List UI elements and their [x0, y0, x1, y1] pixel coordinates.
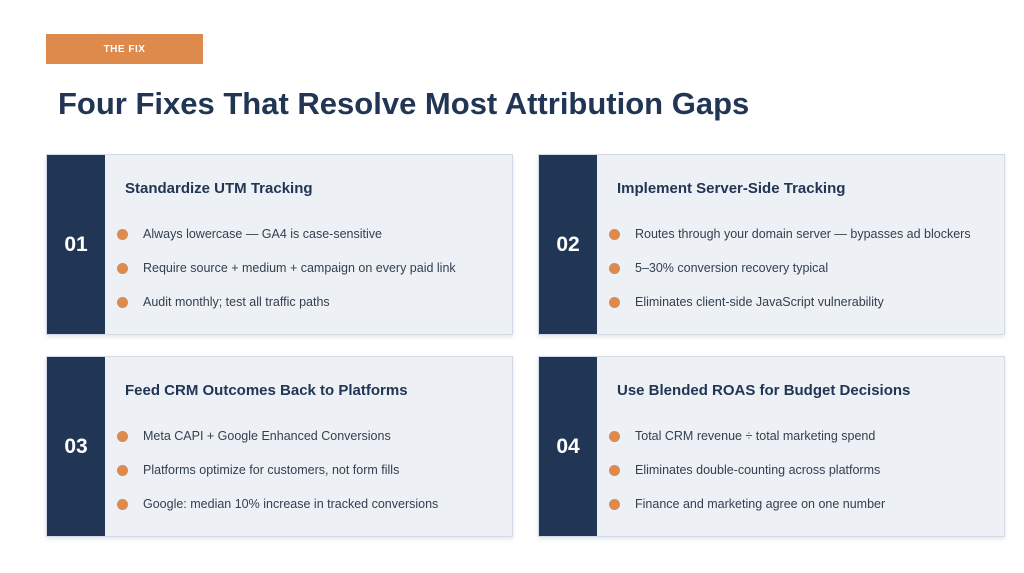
bullet-text: Total CRM revenue ÷ total marketing spen… [635, 429, 876, 443]
bullet-dot-icon [609, 499, 620, 510]
fix-card-blended-roas: 04 Use Blended ROAS for Budget Decisions… [538, 356, 1005, 537]
bullet-dot-icon [609, 263, 620, 274]
bullet-text: 5–30% conversion recovery typical [635, 261, 829, 275]
card-title: Implement Server-Side Tracking [617, 180, 846, 197]
bullet-text: Routes through your domain server — bypa… [635, 227, 971, 241]
bullet-text: Eliminates double-counting across platfo… [635, 463, 881, 477]
bullet-dot-icon [117, 263, 128, 274]
bullet-dot-icon [609, 431, 620, 442]
bullet-dot-icon [609, 297, 620, 308]
bullet-dot-icon [609, 229, 620, 240]
card-title: Use Blended ROAS for Budget Decisions [617, 382, 911, 399]
bullet-text: Require source + medium + campaign on ev… [143, 261, 456, 275]
section-tag: THE FIX [46, 34, 203, 64]
card-number: 02 [539, 155, 597, 334]
fix-card-utm: 01 Standardize UTM Tracking Always lower… [46, 154, 513, 335]
bullet-text: Always lowercase — GA4 is case-sensitive [143, 227, 382, 241]
bullet-text: Audit monthly; test all traffic paths [143, 295, 330, 309]
bullet-text: Eliminates client-side JavaScript vulner… [635, 295, 884, 309]
bullet-dot-icon [117, 229, 128, 240]
card-number: 01 [47, 155, 105, 334]
bullet-dot-icon [117, 431, 128, 442]
fix-card-server-side: 02 Implement Server-Side Tracking Routes… [538, 154, 1005, 335]
bullet-text: Platforms optimize for customers, not fo… [143, 463, 400, 477]
card-title: Standardize UTM Tracking [125, 180, 313, 197]
slide-title: Four Fixes That Resolve Most Attribution… [58, 86, 750, 121]
bullet-text: Meta CAPI + Google Enhanced Conversions [143, 429, 391, 443]
bullet-text: Finance and marketing agree on one numbe… [635, 497, 886, 511]
bullet-text: Google: median 10% increase in tracked c… [143, 497, 439, 511]
fix-card-crm: 03 Feed CRM Outcomes Back to Platforms M… [46, 356, 513, 537]
bullet-dot-icon [609, 465, 620, 476]
card-number: 03 [47, 357, 105, 536]
card-title: Feed CRM Outcomes Back to Platforms [125, 382, 408, 399]
card-number: 04 [539, 357, 597, 536]
bullet-dot-icon [117, 499, 128, 510]
bullet-dot-icon [117, 465, 128, 476]
bullet-dot-icon [117, 297, 128, 308]
